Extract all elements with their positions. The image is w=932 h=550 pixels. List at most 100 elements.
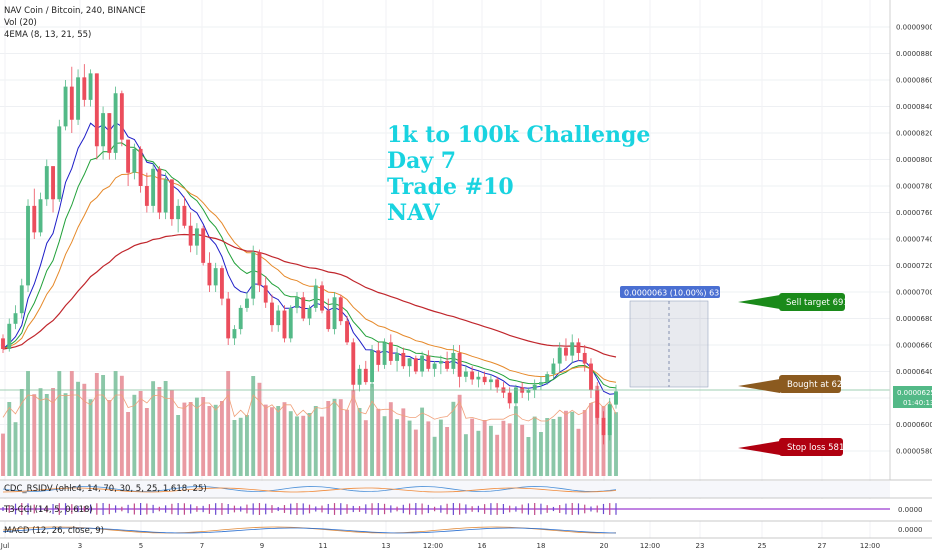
- price-tick-label: 0.0000800: [896, 156, 932, 164]
- price-tick-label: 0.0000820: [896, 130, 932, 138]
- volume-bar: [76, 381, 81, 476]
- cci-bar: [365, 504, 367, 514]
- annotation-line-3: Trade #10: [387, 174, 514, 200]
- volume-bar: [413, 429, 418, 476]
- volume-bar: [545, 418, 550, 476]
- cci-bar: [477, 505, 479, 513]
- cci-bar: [346, 504, 348, 514]
- candle-body: [57, 126, 62, 200]
- volume-bar: [495, 434, 500, 476]
- candle-body: [382, 342, 387, 365]
- time-tick-label: 9: [260, 542, 264, 550]
- cci-bar: [39, 506, 42, 512]
- volume-bar: [357, 408, 362, 476]
- cci-bar: [590, 506, 592, 512]
- cci-bar: [446, 503, 448, 515]
- volume-bar: [107, 400, 112, 476]
- volume-bar: [313, 406, 318, 476]
- volume-bar: [526, 437, 531, 476]
- cci-bar: [133, 503, 135, 515]
- candle-body: [1, 338, 5, 349]
- sell-target-marker[interactable]: Sell target 691: [738, 293, 849, 311]
- volume-bar: [13, 422, 18, 476]
- candle-body: [595, 390, 600, 418]
- volume-bar: [94, 373, 99, 476]
- volume-bar: [257, 382, 262, 476]
- cci-bar: [165, 505, 167, 513]
- candle-body: [188, 225, 193, 246]
- candle-body: [601, 417, 606, 436]
- time-tick-label: 23: [696, 542, 705, 550]
- volume-bar: [138, 391, 143, 476]
- bought-marker[interactable]: Bought at 628: [738, 375, 848, 393]
- rsi-pane[interactable]: [0, 479, 932, 498]
- volume-bar: [176, 415, 181, 476]
- volume-bar: [1, 433, 5, 476]
- cci-bar: [2, 507, 4, 511]
- cci-bar: [190, 504, 192, 514]
- cci-pane[interactable]: 0.0000: [0, 497, 932, 521]
- volume-bar: [595, 385, 600, 476]
- candle-body: [370, 350, 374, 383]
- candle-body: [207, 262, 212, 286]
- volume-bar: [263, 404, 268, 476]
- candle-body: [413, 358, 418, 372]
- time-tick-label: 16: [478, 542, 487, 550]
- volume-bar: [401, 408, 406, 476]
- cci-bar: [515, 506, 517, 512]
- time-tick-label: 7: [200, 542, 204, 550]
- volume-bar: [376, 408, 381, 476]
- volume-bar: [101, 375, 106, 476]
- volume-bar: [38, 388, 43, 476]
- cci-bar: [371, 503, 373, 515]
- time-tick-label: 13: [382, 542, 391, 550]
- volume-bar: [326, 401, 331, 476]
- candle-body: [119, 93, 124, 140]
- cci-bar: [21, 503, 23, 515]
- candle-body: [426, 355, 431, 369]
- macd-pane[interactable]: 0.0000: [0, 520, 932, 534]
- candle-body: [538, 382, 543, 385]
- candle-body: [251, 252, 256, 299]
- volume-bar: [557, 416, 562, 476]
- cci-bar: [540, 503, 542, 515]
- stop-loss-marker[interactable]: Stop loss 581: [738, 438, 844, 456]
- price-tick-label: 0.0000640: [896, 368, 932, 376]
- current-price-badge: 0.0000625 01:40:13: [893, 386, 932, 408]
- time-tick-label: 12:00: [423, 542, 443, 550]
- volume-bar: [382, 416, 387, 476]
- candle-body: [151, 168, 156, 206]
- cci-bar: [421, 503, 423, 515]
- volume-bar: [576, 428, 581, 476]
- candle-body: [388, 342, 393, 361]
- volume-bar: [132, 394, 137, 476]
- price-tick-label: 0.0000900: [896, 24, 932, 32]
- volume-bar: [151, 381, 156, 476]
- candle-body: [38, 199, 43, 233]
- volume-bar: [513, 406, 518, 476]
- volume-bar: [7, 402, 12, 476]
- candlesticks: [1, 64, 618, 445]
- cci-bar: [71, 504, 73, 514]
- candle-body: [482, 376, 487, 383]
- cci-bar: [484, 504, 486, 514]
- candle-body: [332, 297, 337, 330]
- current-price: 0.0000625: [897, 389, 932, 397]
- candle-body: [351, 342, 356, 385]
- cci-bar: [490, 503, 492, 515]
- cci-bar: [233, 505, 236, 513]
- volume-bar: [157, 387, 162, 476]
- candle-body: [338, 297, 343, 322]
- candle-body: [270, 302, 274, 326]
- bought-label: Bought at 628: [787, 380, 848, 390]
- cci-bar: [96, 503, 98, 515]
- candle-body: [94, 73, 99, 147]
- volume-bar: [32, 394, 37, 476]
- cci-bar: [46, 505, 48, 513]
- cci-bar: [415, 503, 417, 515]
- candle-body: [357, 368, 362, 385]
- cci-bar: [459, 503, 461, 515]
- volume-bar: [270, 407, 274, 476]
- volume-bar: [457, 394, 462, 476]
